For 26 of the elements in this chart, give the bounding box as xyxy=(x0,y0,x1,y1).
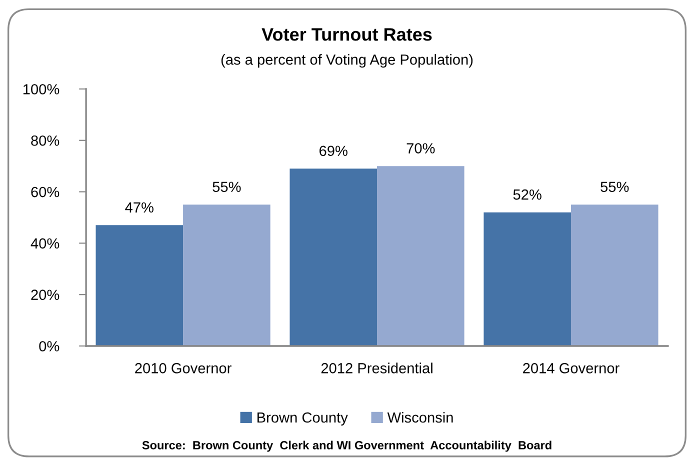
data-label: 47% xyxy=(125,202,154,213)
legend-label: Brown County xyxy=(258,412,348,426)
y-tick-label: 20% xyxy=(31,290,60,300)
chart-title: Voter Turnout Rates xyxy=(262,28,432,41)
bar xyxy=(96,225,184,346)
bar xyxy=(484,212,571,346)
data-label: 55% xyxy=(212,182,241,192)
data-label: 52% xyxy=(513,189,542,200)
data-label: 69% xyxy=(320,146,348,156)
bar xyxy=(570,204,658,346)
bar xyxy=(183,204,270,346)
bar xyxy=(290,168,378,346)
x-tick-label: 2010 Governor xyxy=(135,363,232,374)
y-tick-label: 80% xyxy=(31,135,60,146)
data-label: 55% xyxy=(600,182,629,192)
legend-label: Wisconsin xyxy=(387,412,453,423)
source-note: Source: Brown County Clerk and WI Government Accountability Board xyxy=(142,440,552,452)
x-tick-label: 2012 Presidential xyxy=(321,362,432,374)
chart-subtitle: (as a percent of Voting Age Population) xyxy=(221,54,473,68)
y-tick-label: 0% xyxy=(39,341,60,352)
y-tick-label: 100% xyxy=(23,84,60,94)
bar xyxy=(377,166,464,346)
y-tick-label: 60% xyxy=(31,186,60,198)
data-label: 70% xyxy=(406,143,435,154)
y-tick-label: 40% xyxy=(30,238,60,249)
x-tick-label: 2014 Governor xyxy=(523,363,620,374)
